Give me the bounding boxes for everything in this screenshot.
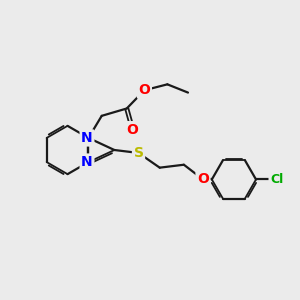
Text: S: S	[134, 146, 143, 160]
Text: O: O	[139, 83, 150, 97]
Text: N: N	[81, 131, 93, 145]
Text: O: O	[127, 123, 139, 137]
Text: N: N	[81, 155, 93, 169]
Text: Cl: Cl	[270, 173, 283, 186]
Text: O: O	[197, 172, 209, 186]
